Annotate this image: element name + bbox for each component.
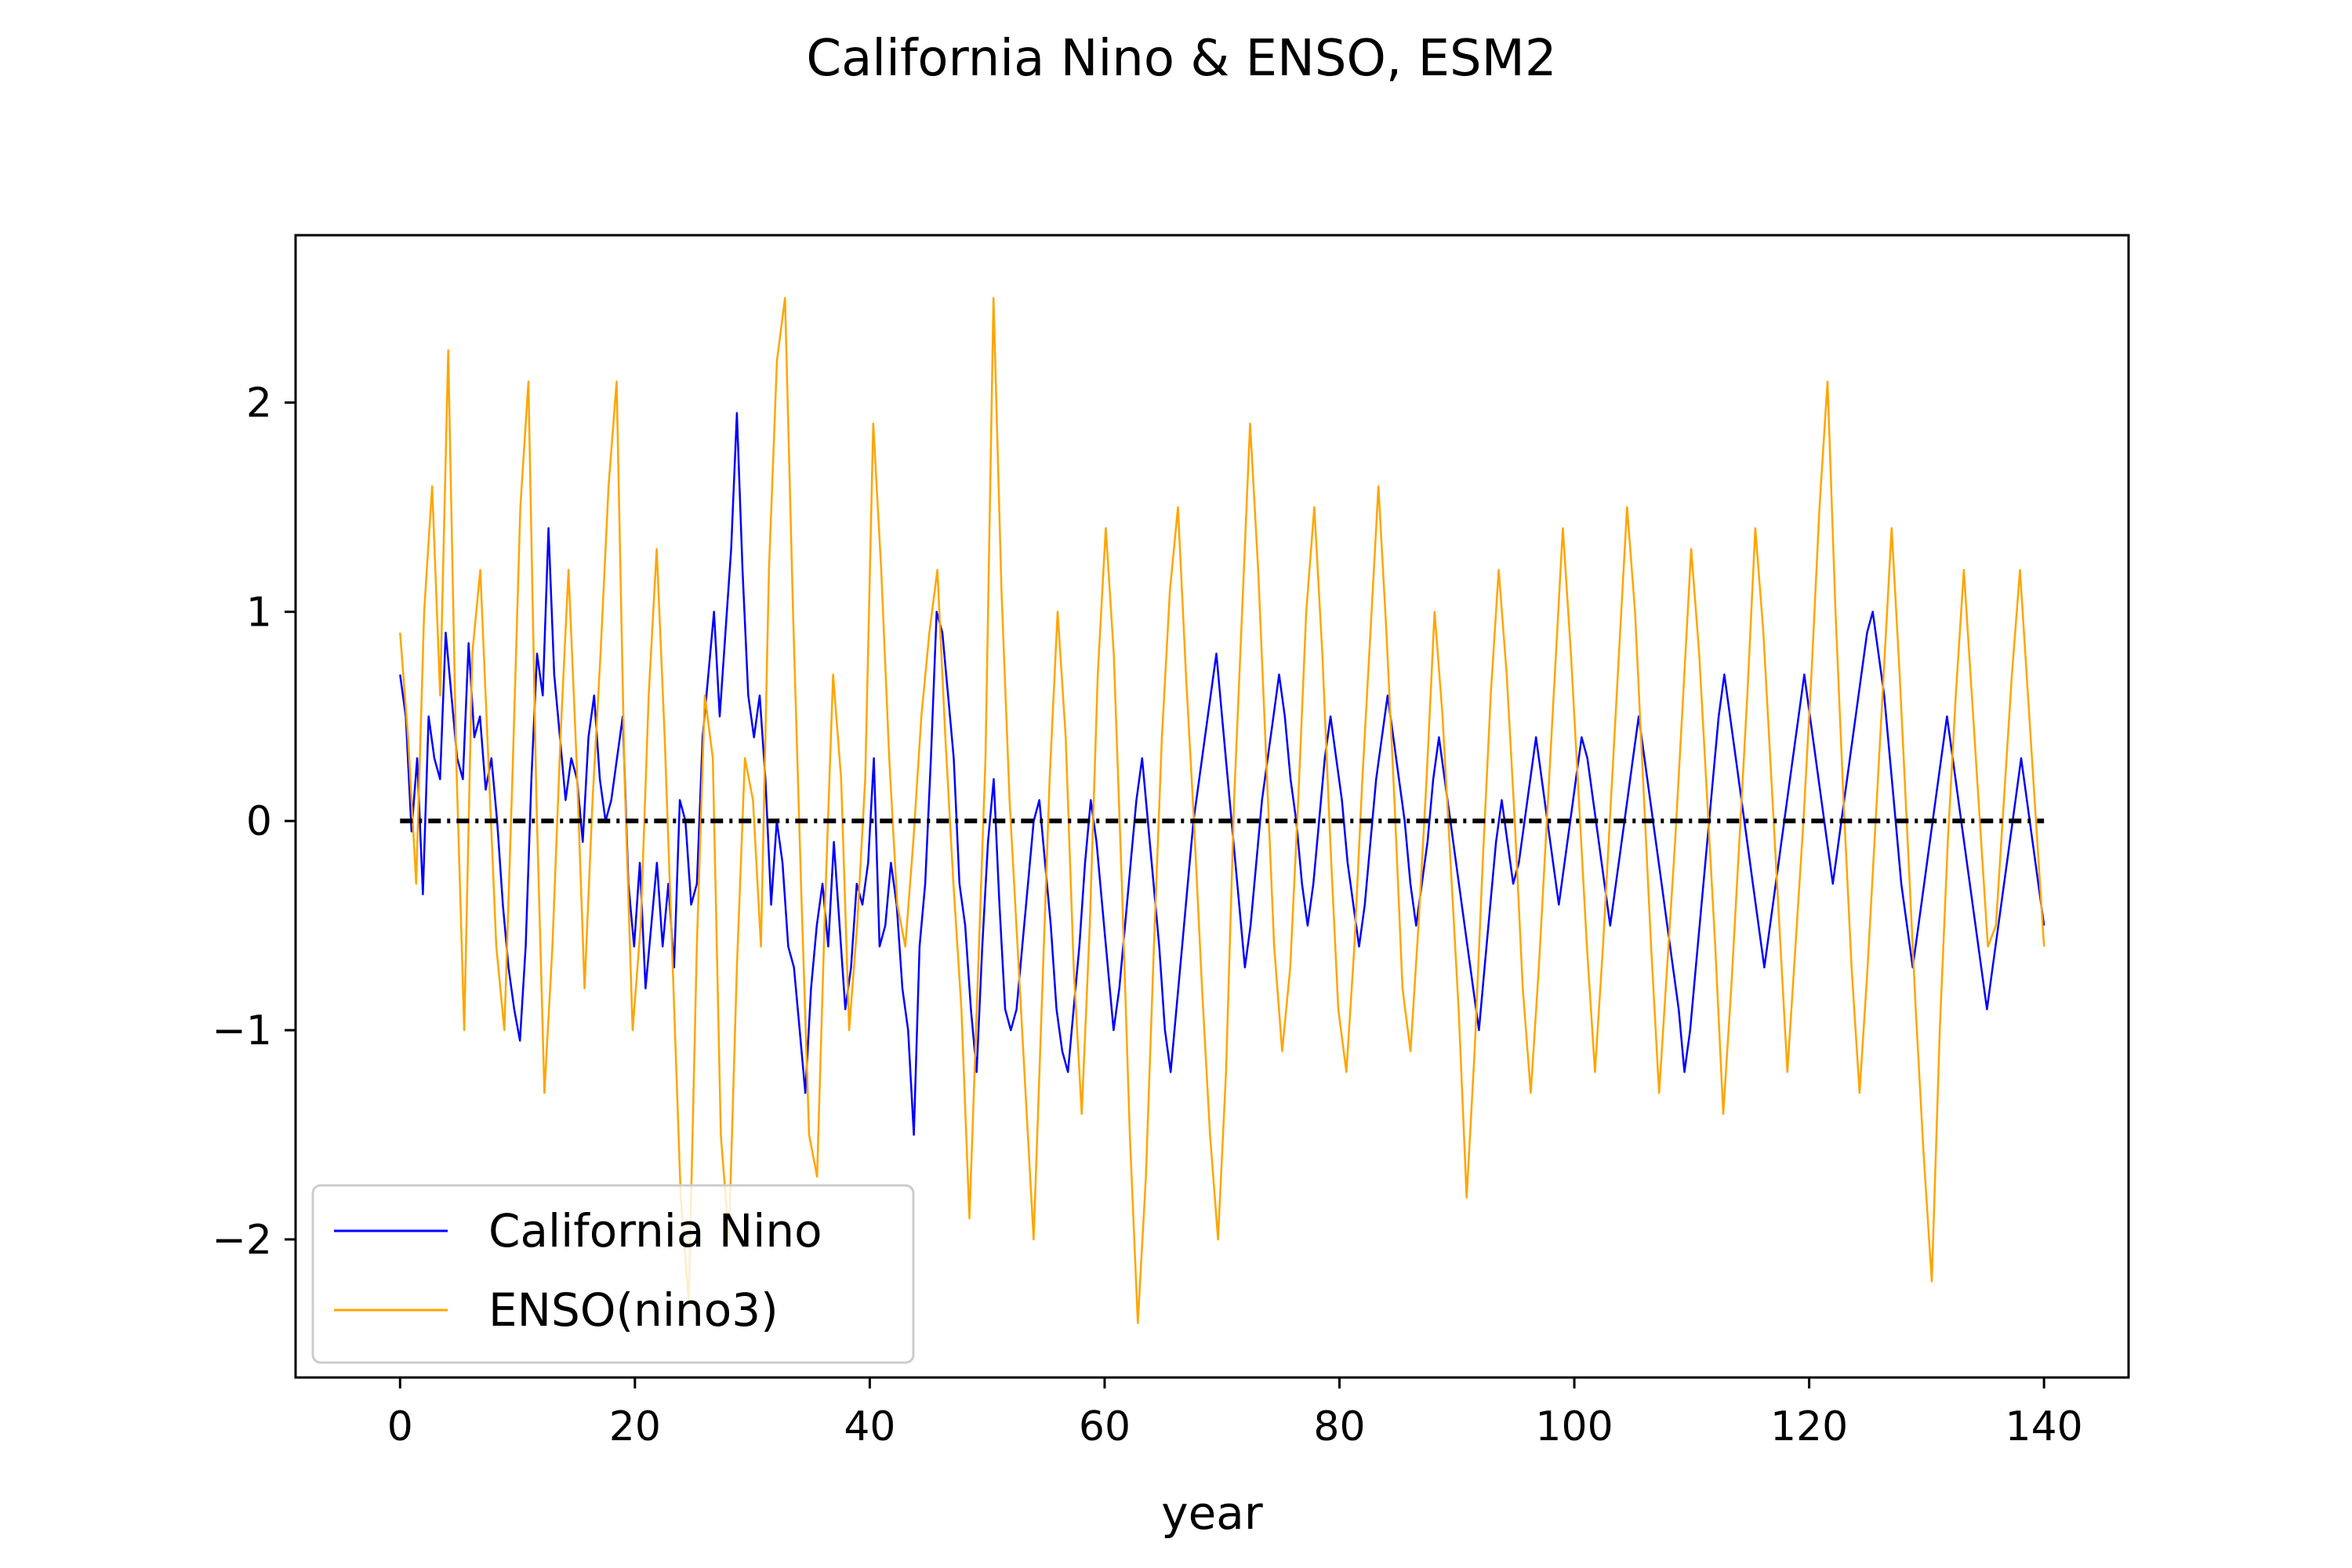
axes-frame [294,234,2130,1379]
x-axis-label: year [1161,1486,1263,1540]
y-tick-label: −1 [212,1007,272,1054]
chart-title: California Nino & ENSO, ESM2 [806,30,1556,88]
y-tick-label: 0 [246,798,272,845]
y-tick-label: −2 [212,1217,272,1264]
legend-label-california-nino: California Nino [488,1204,822,1258]
x-tick-label: 20 [609,1403,661,1450]
x-tick-label: 60 [1079,1403,1131,1450]
legend-box [311,1184,915,1364]
x-tick-label: 100 [1535,1403,1613,1450]
x-tick-label: 80 [1313,1403,1365,1450]
series-line-enso-nino3 [399,296,2045,1324]
x-tick-label: 40 [844,1403,895,1450]
legend: California Nino ENSO(nino3) [311,1184,915,1364]
y-axis: −2 −1 0 1 2 [212,379,296,1264]
y-tick-label: 1 [246,589,272,636]
y-tick-label: 2 [246,379,272,426]
x-axis: 0 20 40 60 80 100 120 140 [387,1377,2083,1450]
x-tick-label: 120 [1770,1403,1848,1450]
legend-label-enso-nino3: ENSO(nino3) [488,1283,779,1337]
x-tick-label: 0 [387,1403,413,1450]
series-layer [399,296,2045,1324]
x-tick-label: 140 [2005,1403,2083,1450]
series-line-california-nino [399,412,2045,1136]
